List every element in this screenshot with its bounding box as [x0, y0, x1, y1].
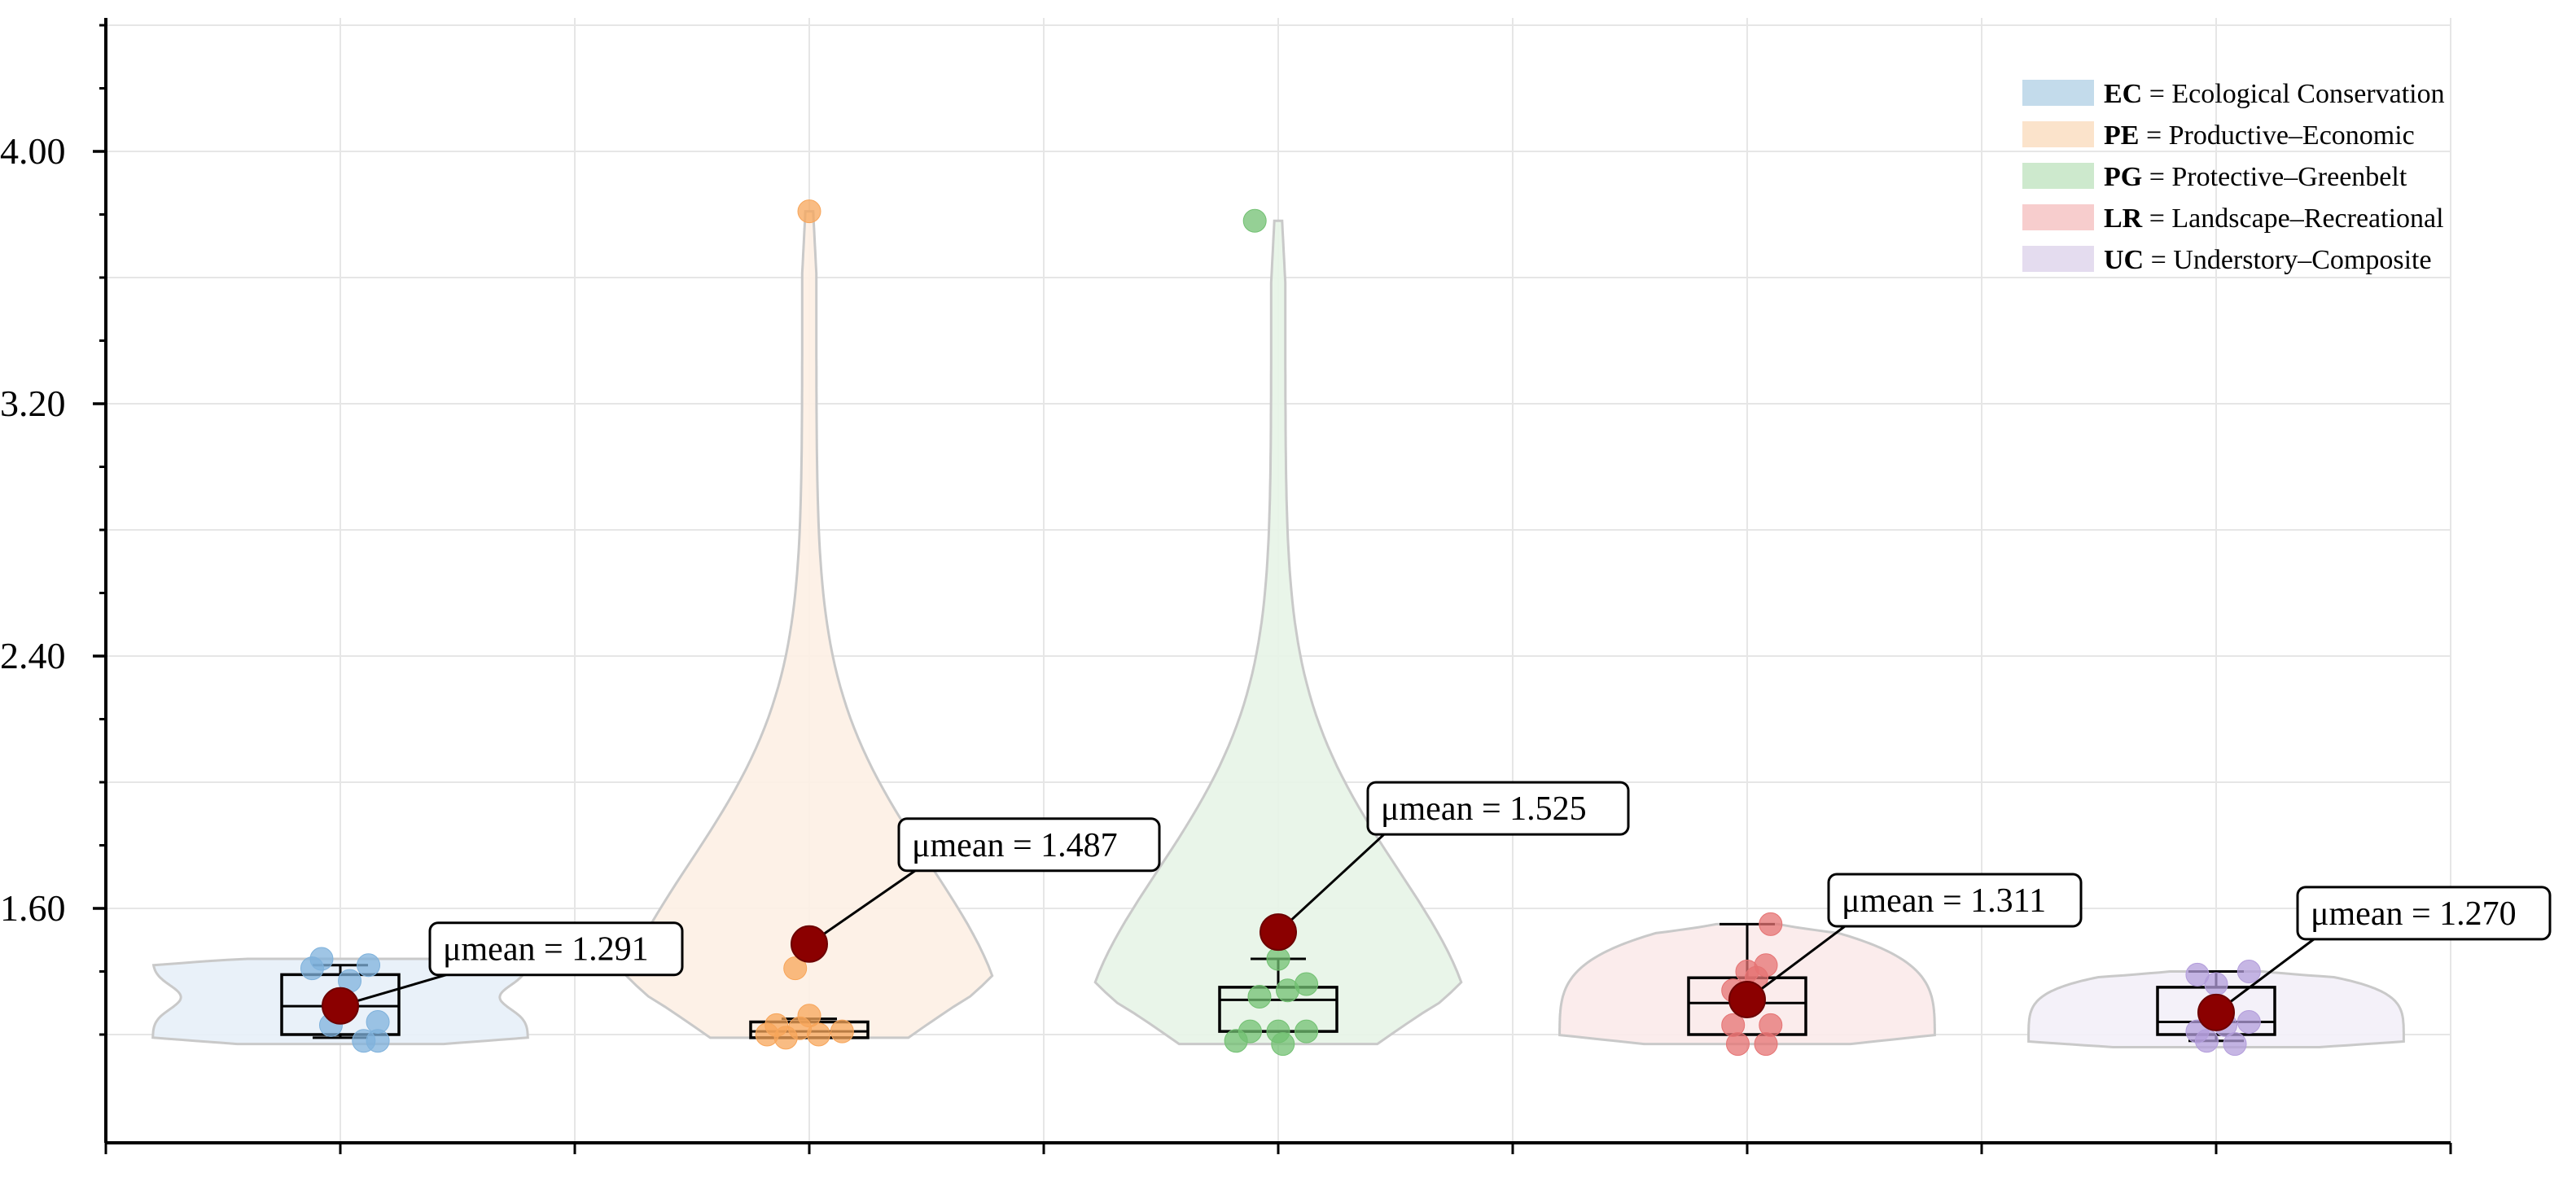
- data-point-pe: [764, 1013, 789, 1037]
- mean-leader-line: [808, 869, 916, 946]
- legend-code: LR: [2104, 203, 2143, 234]
- y-tick-label: 2.40: [0, 635, 66, 676]
- axes: 1.60 2.40 3.20 4.00: [0, 18, 2452, 1154]
- mean-label-box: [428, 921, 684, 977]
- mean-marker-uc: [2197, 993, 2235, 1031]
- legend-code: PG: [2104, 162, 2142, 192]
- mean-marker-ec: [322, 987, 359, 1025]
- data-point-pe: [807, 1022, 831, 1047]
- legend-entry-lr: LR = Landscape–Recreational: [2104, 203, 2444, 234]
- data-point-pe: [830, 1019, 854, 1044]
- legend-swatch-pg: [2022, 163, 2094, 189]
- data-point-pe: [797, 199, 821, 224]
- data-point-uc: [2204, 972, 2228, 996]
- data-point-uc: [2185, 962, 2210, 987]
- violins: [151, 210, 2405, 1048]
- mean-label-pe: μmean = 1.487: [912, 827, 1118, 864]
- mean-label-box: [2296, 886, 2552, 941]
- mean-leader-line: [1277, 833, 1386, 934]
- data-point-uc: [2223, 1032, 2247, 1057]
- mean-label-lr: μmean = 1.311: [1842, 882, 2046, 920]
- data-point-ec: [357, 953, 381, 978]
- y-tick-label: 3.20: [0, 383, 66, 424]
- data-point-pg: [1295, 1019, 1319, 1044]
- legend-description: = Ecological Conservation: [2142, 79, 2444, 109]
- legend-swatch-lr: [2022, 204, 2094, 230]
- violin-pe: [624, 210, 994, 1039]
- data-point-pg: [1224, 1029, 1248, 1053]
- y-tick-label: 4.00: [0, 130, 66, 172]
- data-point-lr: [1759, 912, 1783, 936]
- mean-leader-line: [1746, 925, 1846, 1001]
- data-point-lr: [1754, 1032, 1778, 1057]
- data-point-uc: [2194, 1029, 2219, 1053]
- mean-label-box: [897, 817, 1161, 873]
- mean-marker-pg: [1260, 913, 1297, 952]
- data-point-lr: [1725, 1032, 1750, 1057]
- mean-label-box: [1827, 873, 2083, 928]
- data-point-pg: [1271, 1032, 1295, 1057]
- data-point-pg: [1247, 985, 1272, 1009]
- violin-pg: [1093, 219, 1463, 1046]
- mean-marker-pe: [791, 925, 828, 963]
- mean-label-box: [1366, 781, 1630, 836]
- legend-entry-ec: EC = Ecological Conservation: [2104, 79, 2445, 109]
- mean-marker-lr: [1728, 980, 1766, 1018]
- data-point-pg: [1266, 947, 1290, 971]
- legend-swatch-pe: [2022, 121, 2094, 147]
- mean-label-uc: μmean = 1.270: [2311, 895, 2517, 933]
- data-point-uc: [2236, 960, 2261, 983]
- legend-description: = Understory–Composite: [2144, 245, 2431, 275]
- data-point-pg: [1242, 208, 1267, 233]
- legend-description: = Landscape–Recreational: [2142, 203, 2443, 234]
- legend-entry-uc: UC = Understory–Composite: [2104, 245, 2432, 275]
- data-point-pg: [1276, 978, 1300, 1003]
- legend-description: = Protective–Greenbelt: [2142, 162, 2407, 192]
- mean-label-ec: μmean = 1.291: [443, 931, 649, 969]
- mean-leader-line: [2215, 938, 2315, 1014]
- legend-swatch-uc: [2022, 246, 2094, 272]
- mean-label-pg: μmean = 1.525: [1381, 790, 1587, 828]
- legend-code: UC: [2104, 245, 2144, 275]
- data-point-ec: [366, 1029, 390, 1053]
- legend-code: PE: [2104, 120, 2139, 151]
- data-point-uc: [2236, 1010, 2261, 1034]
- legend-description: = Productive–Economic: [2139, 120, 2414, 151]
- data-point-ec: [300, 956, 324, 981]
- data-point-pe: [797, 1004, 821, 1028]
- legend-code: EC: [2104, 79, 2142, 109]
- data-point-pe: [783, 956, 808, 981]
- y-tick-label: 1.60: [0, 887, 66, 929]
- legend-entry-pg: PG = Protective–Greenbelt: [2104, 162, 2407, 192]
- legend-entry-pe: PE = Productive–Economic: [2104, 120, 2415, 151]
- legend-swatch-ec: [2022, 80, 2094, 106]
- mean-annotations: μmean = 1.291 μmean = 1.487 μmean = 1.525 μ…: [322, 781, 2552, 1031]
